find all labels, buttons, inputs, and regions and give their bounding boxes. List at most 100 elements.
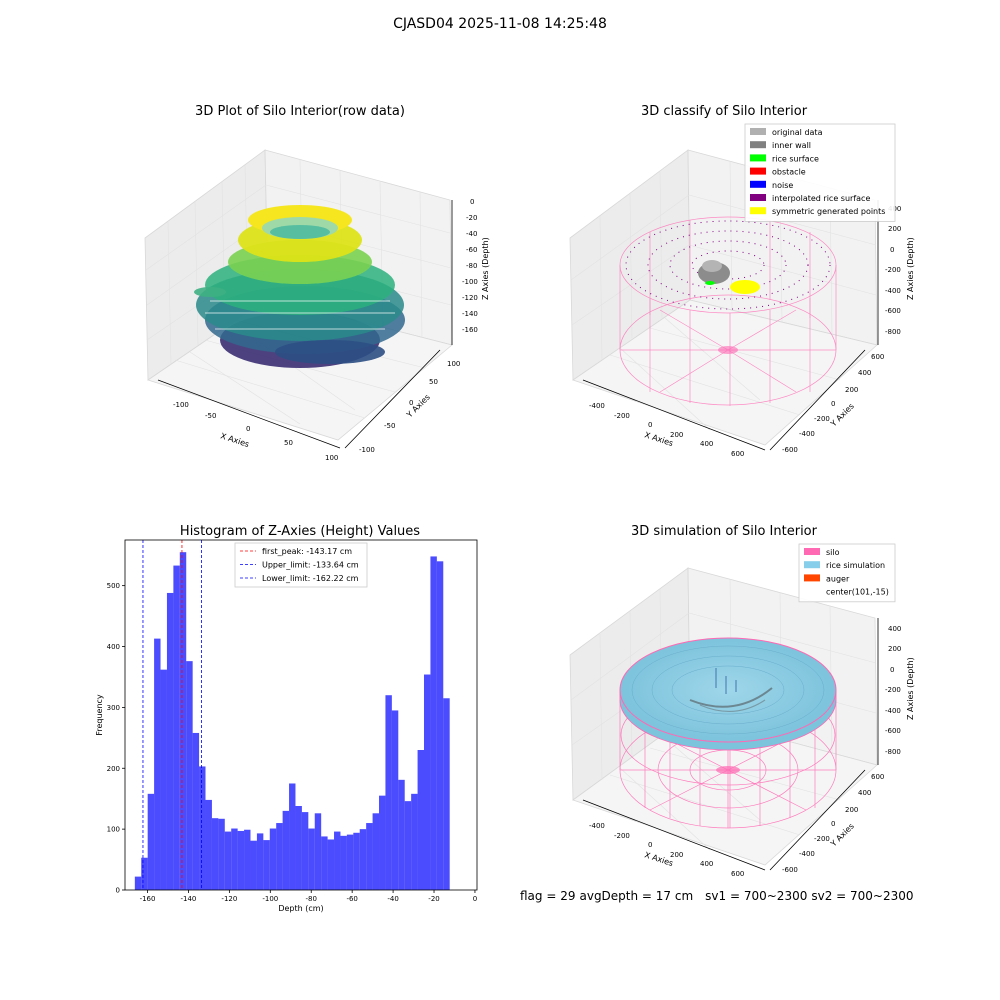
histogram-xtick-label: -60 [346, 895, 357, 903]
raw-ytick: -100 [359, 446, 375, 454]
histogram-xtick-label: -20 [428, 895, 439, 903]
raw-ztick: -120 [462, 294, 478, 302]
histogram-bar [295, 806, 302, 890]
histogram-bar [173, 565, 180, 890]
histogram-bar [430, 556, 437, 890]
sim-plot-title: 3D simulation of Silo Interior [631, 524, 817, 539]
sim-xtick: -200 [614, 832, 630, 840]
raw-xtick: 50 [284, 439, 293, 447]
histogram-bar [436, 561, 444, 890]
raw-axis-lines [157, 200, 453, 449]
histogram-bar [417, 750, 424, 890]
legend-swatch [750, 141, 766, 149]
classify-xtick: 600 [731, 450, 744, 458]
histogram-marker-lines [142, 540, 202, 890]
sim-legend: silo rice simulation auger center(101,-15) [798, 543, 896, 603]
legend-swatch [804, 574, 820, 582]
legend-label: rice simulation [826, 561, 885, 570]
histogram-bar [154, 638, 161, 890]
legend-swatch [750, 128, 766, 135]
status-flag: flag = 29 [520, 889, 576, 903]
legend-label: symmetric generated points [772, 207, 885, 216]
classify-ytick: 600 [871, 353, 884, 361]
histogram-frame [124, 539, 478, 891]
histogram-bar [211, 818, 219, 890]
histogram-bar [289, 783, 296, 890]
histogram-xtick-label: -140 [180, 895, 196, 903]
histogram-bars [134, 552, 450, 890]
raw-xtick: 0 [246, 425, 250, 433]
classify-legend: original data inner wall rice surface obsta… [744, 123, 896, 222]
raw-ztick: -160 [462, 326, 478, 334]
histogram-legend-label: Upper_limit: -133.64 cm [262, 561, 359, 570]
sim-3d-plot: -400 -200 0 200 400 600 600 400 200 0 -2… [569, 567, 915, 878]
sim-xtick: 200 [670, 851, 683, 859]
classify-axis-lines [582, 200, 879, 451]
classify-xtick: -200 [614, 412, 630, 420]
sim-axis-lines [582, 618, 879, 871]
histogram-bar [192, 732, 200, 890]
legend-swatch [804, 548, 820, 555]
histogram-ytick-label: 500 [107, 582, 120, 590]
classify-ztick: -200 [885, 266, 901, 274]
histogram-ytick-label: 0 [116, 887, 120, 895]
raw-xlabel: X Axies [219, 431, 250, 449]
classify-xtick: 200 [670, 431, 683, 439]
sim-ztick: -600 [885, 727, 901, 735]
classify-ztick: 200 [888, 225, 901, 233]
sim-ytick: -600 [782, 866, 798, 874]
classify-ytick: 0 [831, 400, 835, 408]
histogram-bar [134, 876, 142, 890]
sim-ztick: -800 [885, 748, 901, 756]
legend-label: rice surface [772, 154, 819, 163]
histogram-xtick-label: -120 [221, 895, 237, 903]
legend-swatch [804, 561, 820, 569]
raw-ztick: -40 [466, 230, 477, 238]
classify-zlabel: Z Axies (Depth) [906, 237, 915, 300]
legend-frame [744, 123, 896, 222]
legend-label: interpolated rice surface [772, 194, 870, 203]
histogram-bar [263, 840, 270, 890]
sim-ztick: 400 [888, 625, 901, 633]
legend-swatch [750, 207, 766, 215]
histogram-bar [423, 674, 431, 890]
histogram-bar [321, 836, 328, 890]
sim-ytick: 0 [831, 820, 835, 828]
sim-xtick: 400 [700, 860, 713, 868]
histogram-bar [385, 695, 392, 890]
sim-rice-surface [619, 637, 837, 751]
raw-xtick: -50 [205, 412, 216, 420]
classify-ztick: -400 [885, 287, 901, 295]
histogram-bar [443, 698, 450, 890]
histogram-bar [353, 832, 360, 890]
classify-ytick: -600 [782, 446, 798, 454]
raw-zlabel: Z Axies (Depth) [481, 237, 490, 300]
status-sv1: sv1 = 700~2300 [705, 889, 808, 903]
histogram-bar [282, 810, 290, 890]
histogram-bar [199, 766, 206, 890]
raw-ytick: -50 [384, 422, 395, 430]
sim-ztick: 0 [890, 666, 894, 674]
histogram-bar [269, 828, 277, 890]
sim-ytick: 200 [845, 806, 858, 814]
raw-ztick: -140 [462, 310, 478, 318]
histogram-ylabel: Frequency [95, 694, 104, 736]
raw-tick-labels: -100 -50 0 50 100 100 50 0 -50 -100 0 -2… [173, 198, 478, 462]
histogram-bar [186, 661, 193, 890]
histogram-bar [372, 813, 380, 890]
sim-silo-bottom-center [716, 766, 740, 774]
legend-swatch [750, 180, 766, 188]
histogram-ytick-label: 200 [107, 765, 120, 773]
histogram-bar [411, 793, 418, 890]
histogram-ytick-label: 300 [107, 704, 120, 712]
raw-ytick: 50 [429, 378, 438, 386]
classify-ytick: 400 [858, 369, 871, 377]
histogram-bar [244, 829, 251, 890]
classify-xtick: -400 [589, 402, 605, 410]
legend-label: noise [772, 181, 793, 190]
histogram-plot: -160 -140 -120 -100 -80 -60 -40 -20 0 0 100 200 300… [95, 539, 478, 913]
classify-ytick: 200 [845, 386, 858, 394]
histogram-bar [340, 835, 347, 890]
classify-silo-bottom-center [718, 346, 738, 354]
